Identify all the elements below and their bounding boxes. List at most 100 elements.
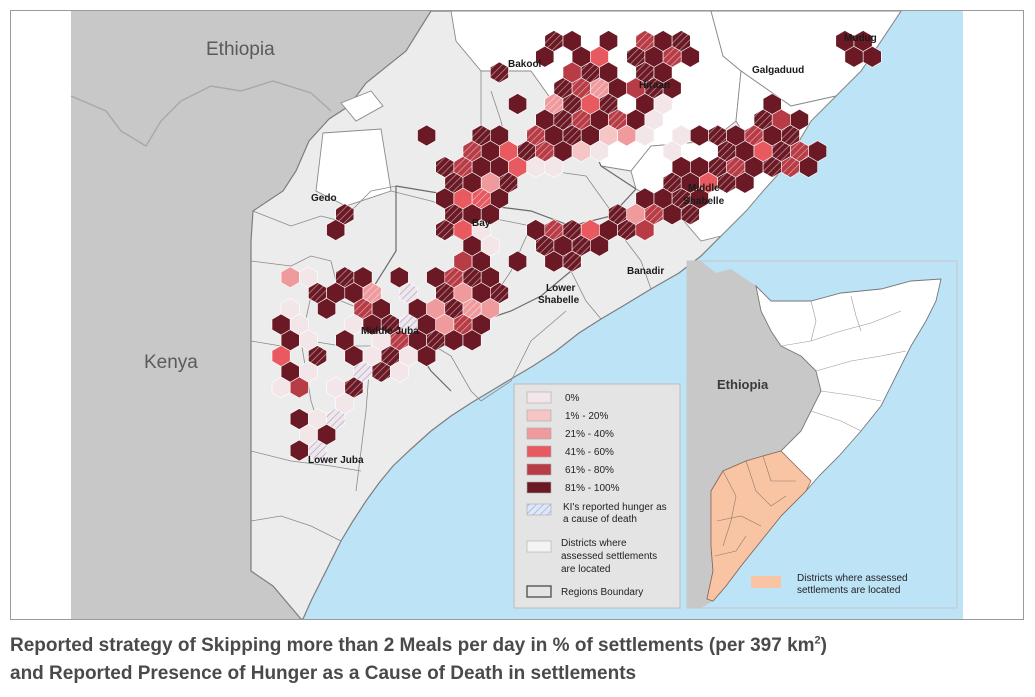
hex-hunger-hatch: [335, 266, 354, 288]
hex-hunger-hatch: [553, 109, 573, 131]
inset-legend-swatch: [751, 576, 781, 588]
label-lower-shabelle-2: Shabelle: [538, 295, 580, 306]
hex-hunger-hatch: [426, 329, 445, 351]
hex-hunger-hatch: [381, 345, 400, 367]
legend-boundary: Regions Boundary: [561, 587, 643, 598]
map-frame: Ethiopia Kenya Mudug Galgaduud Hiraan Ba…: [10, 10, 1024, 620]
legend-districts-2: assessed settlements: [561, 551, 657, 562]
legend-swatch-2: [526, 427, 552, 440]
hex-cell: [417, 124, 437, 147]
hex-hunger-hatch: [572, 109, 591, 131]
hex-hunger-hatch: [463, 266, 482, 288]
hex-hunger-hatch: [472, 125, 491, 146]
hex-hunger-hatch: [308, 440, 327, 461]
hex-hunger-hatch: [754, 109, 773, 131]
inset-legend-1: Districts where assessed: [797, 573, 908, 584]
hex-cell: [535, 45, 555, 68]
hex-hunger-hatch: [663, 46, 682, 68]
hex-cell: [417, 345, 437, 367]
hex-hunger-hatch: [526, 125, 545, 146]
hex-cell: [289, 376, 309, 399]
hex-hunger-hatch: [499, 172, 518, 194]
hex-hunger-hatch: [553, 77, 573, 99]
legend-hatch-2: a cause of death: [563, 514, 637, 525]
hex-hunger-hatch: [744, 125, 764, 146]
inset-north-lines: [780, 295, 907, 432]
hex-hunger-hatch: [563, 251, 582, 272]
hex-hunger-hatch: [372, 361, 391, 383]
map-svg: Ethiopia Kenya Mudug Galgaduud Hiraan Ba…: [11, 11, 1023, 619]
label-bakool: Bakool: [508, 59, 542, 70]
hex-hunger-hatch: [635, 30, 654, 52]
legend-swatch-hatch-pattern: [527, 504, 551, 515]
hex-hunger-hatch: [344, 377, 363, 398]
hex-hunger-hatch: [563, 93, 582, 115]
hex-hunger-hatch: [672, 188, 691, 209]
hex-hunger-hatch: [599, 93, 618, 115]
legend-districts-1: Districts where: [561, 538, 627, 549]
hex-hunger-hatch: [490, 282, 509, 304]
hex-hunger-hatch: [472, 188, 491, 209]
hex-cell: [680, 45, 700, 68]
ethiopia-kenya-border: [70, 80, 332, 147]
legend-label-4: 61% - 80%: [565, 465, 614, 476]
hex-hunger-hatch: [308, 282, 327, 304]
caption-line-1-end: ): [820, 635, 827, 656]
hex-hunger-hatch: [535, 235, 554, 257]
legend-hatch-1: KI's reported hunger as: [563, 502, 667, 513]
hex-hunger-hatch: [453, 314, 473, 335]
hex-hunger-hatch: [444, 266, 463, 288]
hex-cell: [589, 140, 609, 163]
hex-hunger-hatch: [435, 219, 454, 241]
hex-cell: [635, 219, 655, 241]
legend-districts-3: are located: [561, 564, 610, 575]
label-banadir: Banadir: [627, 266, 664, 277]
hex-hunger-hatch: [572, 235, 591, 257]
hex-hunger-hatch: [444, 172, 463, 194]
inset-map: Ethiopia Districts where assessed settle…: [686, 260, 958, 609]
hex-hunger-hatch: [563, 219, 582, 241]
hex-hunger-hatch: [544, 219, 563, 241]
label-middle-shabelle-1: Middle: [688, 183, 720, 194]
hex-hunger-hatch: [726, 156, 745, 178]
hex-cell: [508, 250, 528, 273]
hex-hunger-hatch: [772, 140, 791, 162]
label-gedo: Gedo: [311, 193, 337, 204]
legend-swatch-4: [526, 463, 552, 476]
hex-hunger-hatch: [463, 298, 482, 320]
hex-cell: [635, 124, 655, 147]
hex-hunger-hatch: [308, 345, 327, 367]
legend-swatch-1: [526, 409, 552, 422]
hex-hunger-hatch: [644, 77, 664, 99]
hex-hunger-hatch: [563, 125, 582, 146]
hex-hunger-hatch: [326, 408, 345, 430]
hex-cell: [471, 250, 491, 273]
hex-hunger-hatch: [444, 203, 463, 225]
label-middle-juba: Middle Juba: [361, 326, 419, 337]
caption-line-1: Reported strategy of Skipping more than …: [10, 632, 1030, 660]
label-ethiopia: Ethiopia: [206, 39, 275, 60]
hex-hunger-hatch: [444, 298, 463, 320]
legend-swatch-3: [526, 445, 552, 458]
label-lower-juba: Lower Juba: [308, 455, 364, 466]
hex-hunger-hatch: [453, 156, 473, 178]
hex-hunger-hatch: [663, 172, 682, 194]
hex-hunger-hatch: [635, 62, 654, 83]
hex-hunger-hatch: [626, 46, 645, 68]
hex-hunger-hatch: [517, 140, 536, 162]
legend-label-5: 81% - 100%: [565, 483, 620, 494]
label-lower-shabelle-1: Lower: [546, 283, 576, 294]
legend-label-3: 41% - 60%: [565, 447, 614, 458]
hex-hunger-hatch: [353, 298, 373, 320]
hex-hunger-hatch: [399, 282, 418, 304]
hex-hunger-hatch: [535, 140, 554, 162]
hex-grid: [271, 30, 882, 462]
hex-cell: [389, 360, 409, 383]
hex-hunger-hatch: [490, 62, 509, 83]
map-caption: Reported strategy of Skipping more than …: [10, 632, 1030, 688]
legend-label-1: 1% - 20%: [565, 411, 608, 422]
inset-district-lines: [714, 455, 796, 557]
hex-hunger-hatch: [717, 172, 736, 194]
hex-cell: [544, 156, 564, 178]
caption-line-2: and Reported Presence of Hunger as a Cau…: [10, 663, 637, 684]
